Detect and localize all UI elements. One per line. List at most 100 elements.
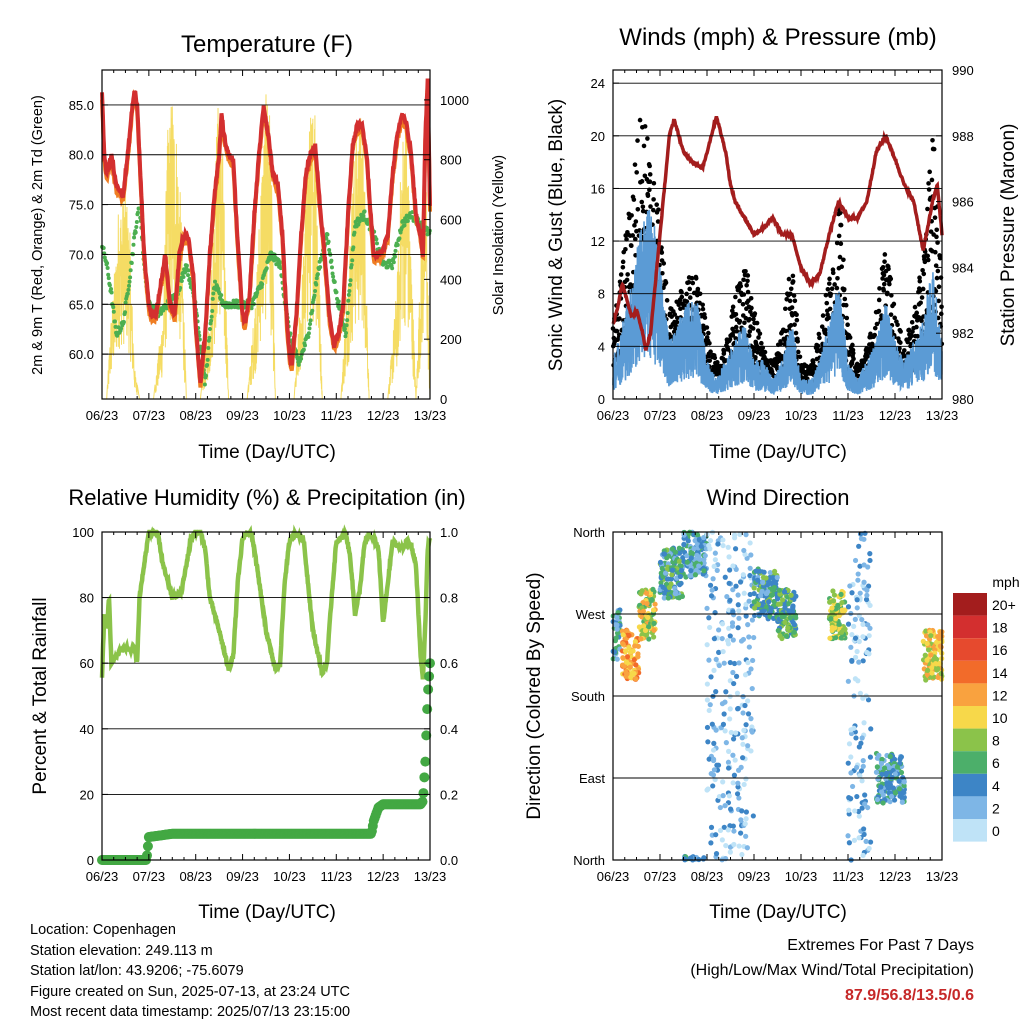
wind-direction-point — [681, 532, 687, 538]
wind-direction-point — [704, 681, 710, 687]
gust-point — [819, 324, 825, 329]
wind-direction-point — [735, 602, 741, 608]
gust-point — [721, 348, 727, 354]
dewpoint-point — [347, 282, 352, 287]
wind-direction-point — [713, 832, 719, 838]
wind-direction-point — [676, 558, 683, 564]
wind-direction-point — [881, 765, 888, 771]
wind-direction-point — [901, 779, 907, 785]
gust-point — [934, 227, 940, 233]
wind-direction-point — [731, 828, 737, 834]
dewpoint-point — [105, 261, 110, 266]
wind-direction-point — [719, 837, 725, 843]
gust-point — [816, 331, 822, 337]
gust-point — [647, 179, 653, 185]
wind-direction-point — [925, 647, 932, 653]
winds-panel: Winds (mph) & Pressure (mb) 0 4 8 12 16 20 24 0… — [546, 24, 1019, 463]
wind-direction-point — [721, 711, 727, 717]
dewpoint-point — [264, 266, 269, 271]
wind-direction-point — [839, 599, 845, 606]
wind-direction-point — [614, 656, 620, 662]
gust-point — [631, 197, 637, 202]
gust-point — [654, 202, 660, 207]
temperature-x-tick-label: 09/23 — [226, 408, 259, 423]
gust-point — [925, 206, 930, 212]
dewpoint-point — [210, 296, 215, 301]
wind-direction-point — [627, 649, 633, 655]
gust-point — [882, 252, 888, 257]
humidity-x-tick-label: 11/23 — [320, 869, 352, 884]
gust-point — [690, 280, 696, 286]
wind-direction-point — [729, 623, 736, 629]
gust-point — [919, 318, 924, 324]
speed-legend-title: mph — [992, 574, 1019, 590]
gust-point — [674, 319, 680, 325]
wind-direction-point — [739, 808, 745, 814]
wind-direction-point — [735, 780, 741, 786]
gust-point — [748, 295, 754, 301]
wind-direction-point — [751, 605, 758, 611]
speed-legend-swatch — [953, 638, 987, 661]
dewpoint-point — [307, 326, 312, 331]
direction-x-label: Time (Day/UTC) — [709, 902, 847, 923]
gust-point — [832, 282, 837, 287]
temperature-y2-tick-label: 200 — [440, 332, 462, 347]
wind-direction-point — [781, 589, 788, 595]
wind-direction-point — [848, 644, 854, 650]
wind-direction-point — [781, 613, 787, 619]
gust-point — [656, 207, 661, 212]
wind-direction-point — [730, 780, 736, 786]
dewpoint-point — [374, 241, 379, 246]
wind-direction-point — [867, 839, 874, 845]
wind-direction-point — [710, 747, 717, 753]
wind-direction-point — [740, 694, 746, 700]
wind-direction-point — [838, 629, 845, 635]
dewpoint-point — [204, 373, 209, 378]
wind-direction-point — [728, 806, 734, 812]
gust-point — [635, 138, 640, 143]
wind-direction-point — [719, 621, 726, 627]
wind-direction-point — [688, 555, 694, 561]
gust-point — [830, 270, 836, 276]
wind-direction-point — [706, 707, 712, 714]
dewpoint-point — [352, 230, 357, 235]
wind-direction-point — [721, 660, 727, 666]
gust-point — [754, 320, 760, 326]
wind-direction-point — [738, 817, 744, 823]
temperature-y2-tick-label: 0 — [440, 392, 447, 407]
wind-direction-point — [743, 776, 749, 782]
dewpoint-point — [344, 330, 349, 335]
wind-direction-point — [644, 601, 650, 607]
winds-y2-tick-label: 990 — [952, 63, 974, 78]
wind-direction-point — [626, 645, 632, 651]
gust-point — [902, 348, 907, 353]
gust-point — [921, 271, 927, 277]
figure-created: Figure created on Sun, 2025-07-13, at 23… — [30, 983, 350, 1000]
gust-point — [881, 281, 887, 287]
gust-point — [844, 315, 850, 321]
wind-direction-point — [677, 582, 683, 588]
dewpoint-point — [350, 258, 355, 263]
gust-point — [633, 219, 639, 224]
gust-point — [708, 349, 713, 354]
gust-point — [747, 316, 752, 322]
direction-x-tick-label: 09/23 — [738, 869, 771, 884]
dewpoint-point — [331, 274, 336, 279]
temperature-y2-tick-label: 400 — [440, 272, 462, 287]
winds-y2-tick-label: 986 — [952, 195, 974, 210]
wind-direction-point — [933, 661, 939, 667]
wind-direction-point — [665, 595, 671, 601]
gust-point — [791, 293, 797, 298]
humidity-y2-tick-label: 0.0 — [440, 853, 458, 868]
wind-direction-point — [749, 617, 756, 623]
gust-point — [843, 302, 849, 308]
gust-point — [757, 331, 763, 336]
dewpoint-point — [301, 347, 306, 352]
wind-direction-point — [684, 559, 690, 565]
wind-direction-point — [866, 633, 872, 639]
wind-direction-point — [887, 799, 893, 805]
wind-direction-point — [854, 793, 860, 800]
wind-direction-point — [708, 674, 714, 680]
gust-point — [689, 275, 695, 281]
gust-point — [738, 283, 744, 289]
